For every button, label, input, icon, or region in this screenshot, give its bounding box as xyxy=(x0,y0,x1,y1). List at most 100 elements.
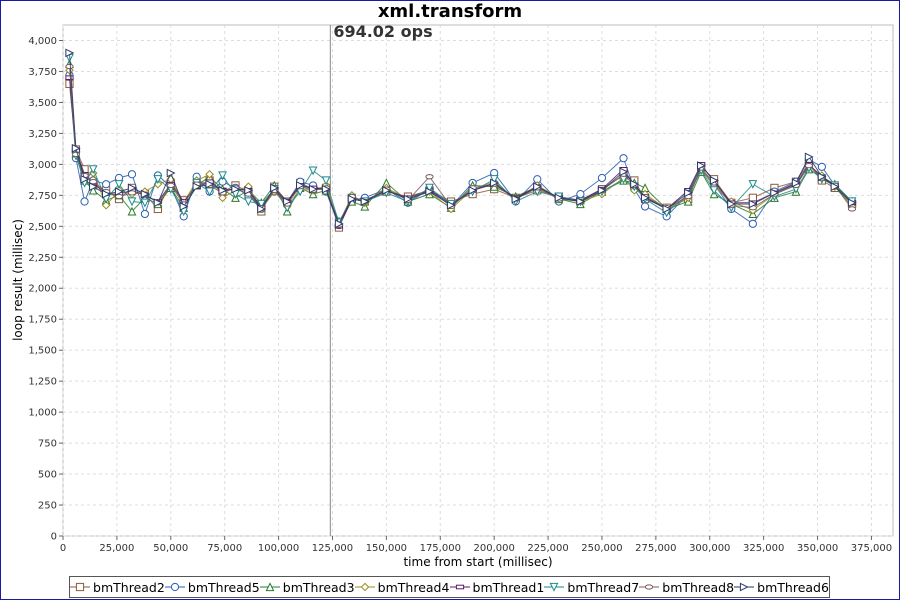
data-point xyxy=(308,184,318,194)
series-bmThread6 xyxy=(65,48,857,229)
data-point xyxy=(640,202,650,211)
data-point xyxy=(270,183,279,193)
data-point xyxy=(425,174,434,180)
legend-item: bmThread2 xyxy=(70,580,165,595)
data-point xyxy=(65,48,75,58)
x-axis-ticks: 0 25,000 50,000 75,000 100,000 125,000 150,000… xyxy=(60,536,892,554)
data-point xyxy=(382,185,392,195)
data-point xyxy=(80,197,89,206)
legend-symbol-icon xyxy=(544,582,565,592)
x-tick-label: 200,000 xyxy=(473,543,514,554)
data-point xyxy=(425,187,435,197)
legend-marker xyxy=(455,584,464,590)
data-point xyxy=(257,204,267,214)
data-point xyxy=(511,194,521,204)
y-tick-label: 750 xyxy=(38,439,57,450)
data-point xyxy=(619,154,628,163)
y-tick-label: 1,000 xyxy=(28,408,57,419)
data-point xyxy=(114,187,124,197)
data-point xyxy=(218,193,227,203)
data-point xyxy=(847,198,857,208)
legend-item: bmThread5 xyxy=(164,579,260,595)
y-axis-label: loop result (millisec) xyxy=(11,219,25,341)
plot-area xyxy=(62,24,894,537)
data-point xyxy=(748,219,757,228)
data-point xyxy=(554,193,564,203)
legend-label: bmThread6 xyxy=(757,579,829,595)
legend-label: bmThread5 xyxy=(187,579,260,595)
legend-label: bmThread8 xyxy=(662,579,735,595)
legend-symbol-icon xyxy=(449,584,470,590)
y-axis-ticks: 0 250 500 750 1,000 1,250 1,500 1,750 2,000 2,250… xyxy=(28,36,63,543)
x-tick-label: 250,000 xyxy=(581,543,622,554)
data-point xyxy=(576,189,585,199)
legend-marker xyxy=(75,582,85,592)
x-tick-label: 225,000 xyxy=(527,543,568,554)
legend-symbol-icon xyxy=(639,584,660,590)
y-tick-label: 0 xyxy=(51,532,57,543)
data-point xyxy=(533,182,543,192)
data-point xyxy=(65,75,74,80)
x-tick-label: 150,000 xyxy=(366,543,407,554)
data-point xyxy=(80,174,90,184)
legend-label: bmThread1 xyxy=(472,579,545,595)
chart-title: xml.transform xyxy=(377,1,523,22)
data-point xyxy=(697,161,706,171)
y-tick-label: 1,250 xyxy=(28,377,57,388)
data-point xyxy=(489,175,499,184)
data-point xyxy=(140,209,150,219)
x-axis-label: time from start (millisec) xyxy=(403,555,552,569)
data-point xyxy=(847,206,857,212)
data-point xyxy=(244,185,254,195)
data-point xyxy=(140,189,150,199)
data-point xyxy=(597,173,607,183)
x-tick-label: 350,000 xyxy=(797,543,838,554)
data-point xyxy=(192,182,202,192)
x-tick-label: 300,000 xyxy=(689,543,730,554)
y-tick-label: 2,000 xyxy=(28,284,57,295)
y-tick-label: 3,500 xyxy=(28,98,57,109)
data-point xyxy=(576,197,586,206)
series-layer xyxy=(65,48,857,232)
legend-symbol-icon xyxy=(164,582,185,592)
legend-marker xyxy=(740,582,749,592)
legend: bmThread2 bmThread5 bmThread3 bmThread4 bmTh… xyxy=(69,576,830,598)
data-point xyxy=(65,63,74,70)
x-tick-label: 25,000 xyxy=(99,543,134,554)
data-point xyxy=(817,162,826,171)
data-point xyxy=(709,186,719,196)
data-point xyxy=(218,171,227,181)
data-point xyxy=(153,198,163,208)
legend-symbol-icon xyxy=(734,582,755,592)
marker-label: 694.02 ops xyxy=(333,22,432,41)
x-tick-label: 100,000 xyxy=(258,543,299,554)
data-point xyxy=(153,175,163,184)
data-point xyxy=(127,190,137,196)
legend-marker xyxy=(170,582,180,592)
data-point xyxy=(425,183,434,193)
legend-marker xyxy=(360,582,369,592)
data-point xyxy=(205,179,215,189)
data-point xyxy=(748,199,758,209)
y-tick-label: 1,750 xyxy=(28,315,57,326)
data-point xyxy=(770,188,780,198)
data-point xyxy=(619,167,629,177)
data-point xyxy=(804,162,814,169)
data-point xyxy=(403,194,413,204)
x-tick-label: 275,000 xyxy=(635,543,676,554)
legend-label: bmThread2 xyxy=(93,579,165,595)
data-point xyxy=(88,185,98,195)
data-point xyxy=(296,181,305,190)
data-point xyxy=(684,188,693,198)
data-point xyxy=(830,182,840,192)
data-point xyxy=(89,182,98,192)
legend-symbol-icon xyxy=(259,582,280,592)
x-tick-label: 175,000 xyxy=(420,543,461,554)
legend-item: bmThread3 xyxy=(259,580,355,595)
x-tick-label: 125,000 xyxy=(312,543,353,554)
data-point xyxy=(166,168,176,178)
data-point xyxy=(804,152,814,162)
data-point xyxy=(256,199,266,209)
data-point xyxy=(218,185,228,195)
legend-item: bmThread6 xyxy=(734,580,829,595)
